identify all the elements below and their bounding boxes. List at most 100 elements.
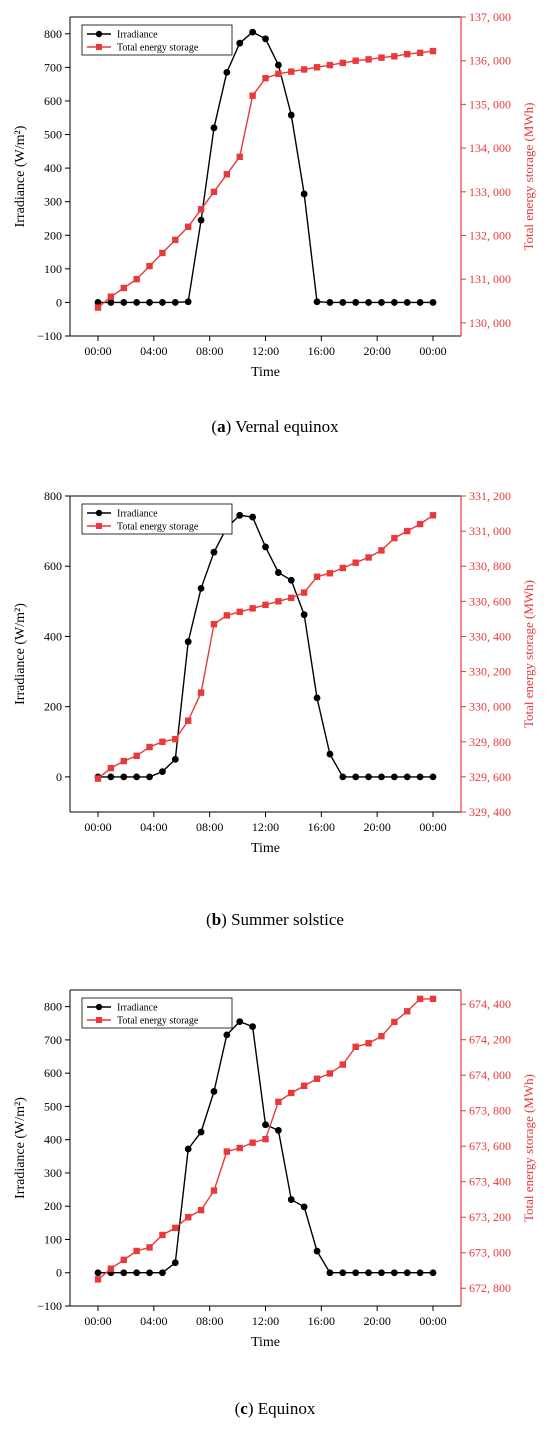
legend-marker-square [96,523,102,529]
storage-point [133,1247,140,1255]
y-tick-label-right: 673, 800 [469,1104,511,1118]
x-tick-label: 20:00 [363,820,390,834]
storage-point [416,995,424,1003]
x-tick-label: 04:00 [140,344,167,358]
storage-point [339,59,347,67]
storage-point [429,995,437,1003]
y-tick-label-right: 134, 000 [469,141,511,155]
legend-label: Total energy storage [117,1016,199,1027]
y-tick-label-right: 329, 800 [469,735,511,749]
chart-panel-b: 0 200 400 600 800 329, 400 329, 600 329, 800 330… [13,489,536,929]
y-tick-label-right: 131, 000 [469,272,511,286]
storage-point [416,520,424,528]
storage-point [313,1075,321,1082]
irradiance-point [352,773,360,781]
panel-caption: (c) Equinox [235,1399,316,1418]
y-tick-label-left: 200 [44,1199,62,1213]
y-tick-label-right: 330, 400 [469,629,511,643]
storage-point [352,1043,359,1051]
storage-point [365,56,372,63]
storage-point [184,1214,192,1221]
panel-caption: (b) Summer solstice [206,910,344,929]
irradiance-point [365,773,372,781]
storage-point [210,620,218,628]
y-tick-label-right: 136, 000 [469,54,511,68]
y-tick-label-right: 137, 000 [469,10,511,24]
irradiance-point [339,773,347,781]
storage-point [288,594,295,602]
irradiance-point [94,299,102,306]
irradiance-point [107,773,115,781]
irradiance-point [429,773,437,781]
storage-point [429,47,437,55]
y-tick-label-left: 300 [44,1166,62,1180]
x-tick-label: 00:00 [419,1314,446,1328]
x-tick-label: 08:00 [196,820,223,834]
y-tick-label-left: 0 [56,1266,62,1280]
storage-point [223,612,231,619]
storage-point [249,92,256,99]
y-tick-label-left: 0 [56,295,62,309]
x-tick-label: 00:00 [419,820,446,834]
y-tick-label-right: 330, 800 [469,559,511,573]
irradiance-point [133,299,141,306]
irradiance-point [197,216,205,224]
storage-point [249,1139,256,1146]
x-tick-label: 08:00 [196,344,223,358]
storage-point [391,534,398,542]
y-tick-label-left: 200 [44,228,62,242]
y-tick-label-left: 800 [44,1000,62,1014]
storage-point [313,64,321,71]
irradiance-point [274,61,282,69]
irradiance-point [236,511,244,519]
caption-paren-close: ) [221,910,231,929]
irradiance-point [120,299,128,306]
y-tick-label-right: 330, 600 [469,594,511,608]
storage-point [197,689,205,696]
legend-label: Total energy storage [117,522,199,533]
irradiance-point [184,638,192,646]
storage-point [404,527,411,535]
x-axis-label: Time [251,365,280,380]
y-tick-label-left: 600 [44,1066,62,1080]
irradiance-point [236,39,244,47]
caption-letter: c [240,1399,248,1418]
y-tick-label-left: 100 [44,262,62,276]
storage-point [365,1040,372,1047]
storage-point [404,1008,411,1015]
storage-point [339,1061,347,1068]
y-tick-label-left: 300 [44,195,62,209]
irradiance-point [365,299,372,306]
storage-point [107,293,115,300]
y-axis-label-left: Irradiance (W/m²) [13,125,28,227]
y-tick-label-left: 400 [44,629,62,643]
y-tick-label-left: 800 [44,27,62,41]
storage-point [249,605,256,612]
irradiance-point [390,1269,398,1277]
y-tick-label-right: 674, 000 [469,1068,511,1082]
x-axis-label: Time [251,1335,280,1350]
storage-point [94,1276,102,1283]
storage-point [197,1206,205,1214]
irradiance-point [249,513,257,521]
irradiance-point [133,773,141,781]
y-tick-label-right: 673, 600 [469,1139,511,1153]
y-axis-label-right: Total energy storage (MWh) [521,103,536,251]
storage-point [300,589,308,596]
storage-point [146,743,153,751]
irradiance-point [352,1269,360,1277]
legend-box [81,503,233,535]
irradiance-point [249,28,257,36]
storage-point [429,512,437,519]
y-tick-label-left: 0 [56,770,62,784]
y-tick-label-left: 600 [44,94,62,108]
storage-point [365,554,372,561]
legend-box [81,24,233,56]
storage-point [236,1144,243,1152]
x-tick-label: 00:00 [419,344,446,358]
y-tick-label-left: 400 [44,1133,62,1147]
storage-point [184,717,192,724]
irradiance-point [352,299,360,306]
irradiance-point [403,773,411,781]
storage-point [159,738,166,745]
